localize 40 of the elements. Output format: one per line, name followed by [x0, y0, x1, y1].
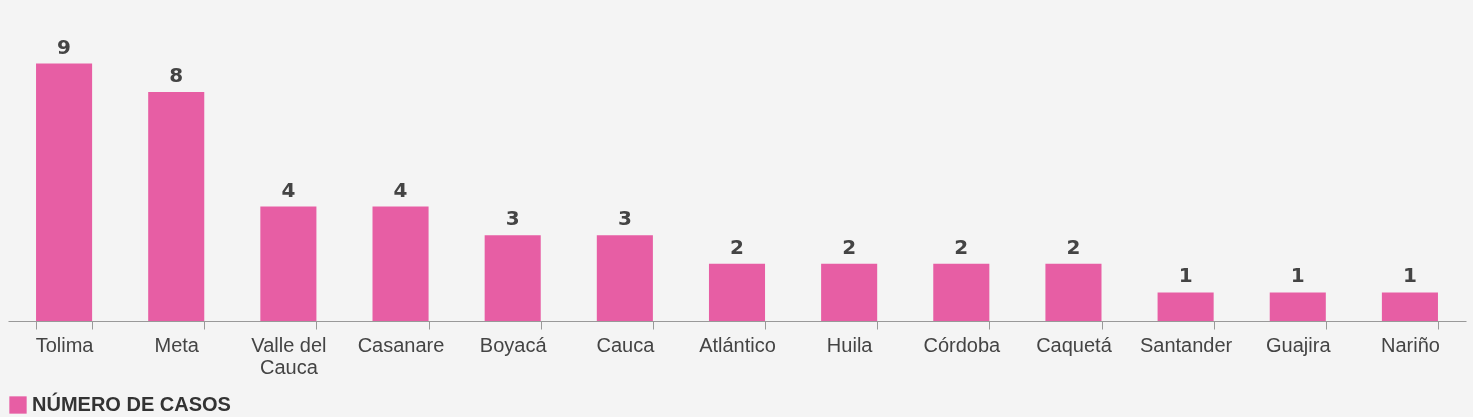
x-tick-label: Nariño: [1380, 333, 1440, 356]
bar: [36, 63, 93, 321]
x-tick-label: Santander: [1139, 333, 1233, 356]
x-tick-label: Boyacá: [479, 333, 548, 356]
data-label: 2: [730, 234, 744, 259]
bar: [148, 92, 205, 321]
data-label: 4: [281, 177, 296, 202]
bar: [1045, 263, 1102, 321]
x-tick-label: Tolima: [35, 333, 95, 356]
data-label: 1: [1402, 263, 1417, 288]
data-label: 1: [1290, 263, 1305, 288]
x-tick-label: Guajira: [1266, 333, 1332, 356]
data-label: 9: [57, 34, 72, 59]
data-label: 2: [842, 234, 857, 259]
bar: [372, 206, 429, 321]
bar: [484, 235, 541, 321]
data-label: 1: [1178, 263, 1193, 288]
x-tick-label: Casanare: [357, 333, 445, 356]
x-tick-label: Atlántico: [699, 333, 776, 356]
x-tick-label: Meta: [154, 333, 200, 356]
bar: [1381, 292, 1438, 321]
bar: [1157, 292, 1214, 321]
x-tick-label: Valle del Cauca: [251, 333, 327, 378]
data-label: 2: [1066, 234, 1081, 259]
bar: [1269, 292, 1326, 321]
data-label: 3: [617, 206, 632, 231]
legend-label: NÚMERO DE CASOS: [32, 392, 231, 415]
bar: [821, 263, 878, 321]
bar: [260, 206, 317, 321]
x-tick-label: Cauca: [596, 333, 656, 356]
x-tick-label: Caquetá: [1036, 333, 1113, 356]
data-label: 3: [505, 206, 520, 231]
data-label: 4: [393, 177, 408, 202]
data-label: 8: [169, 63, 184, 88]
bar: [596, 235, 653, 321]
bar: [708, 263, 766, 321]
x-tick-label: Huila: [826, 333, 874, 356]
bar: [933, 263, 990, 321]
x-tick-label: Córdoba: [923, 333, 1002, 356]
data-label: 2: [954, 234, 969, 259]
